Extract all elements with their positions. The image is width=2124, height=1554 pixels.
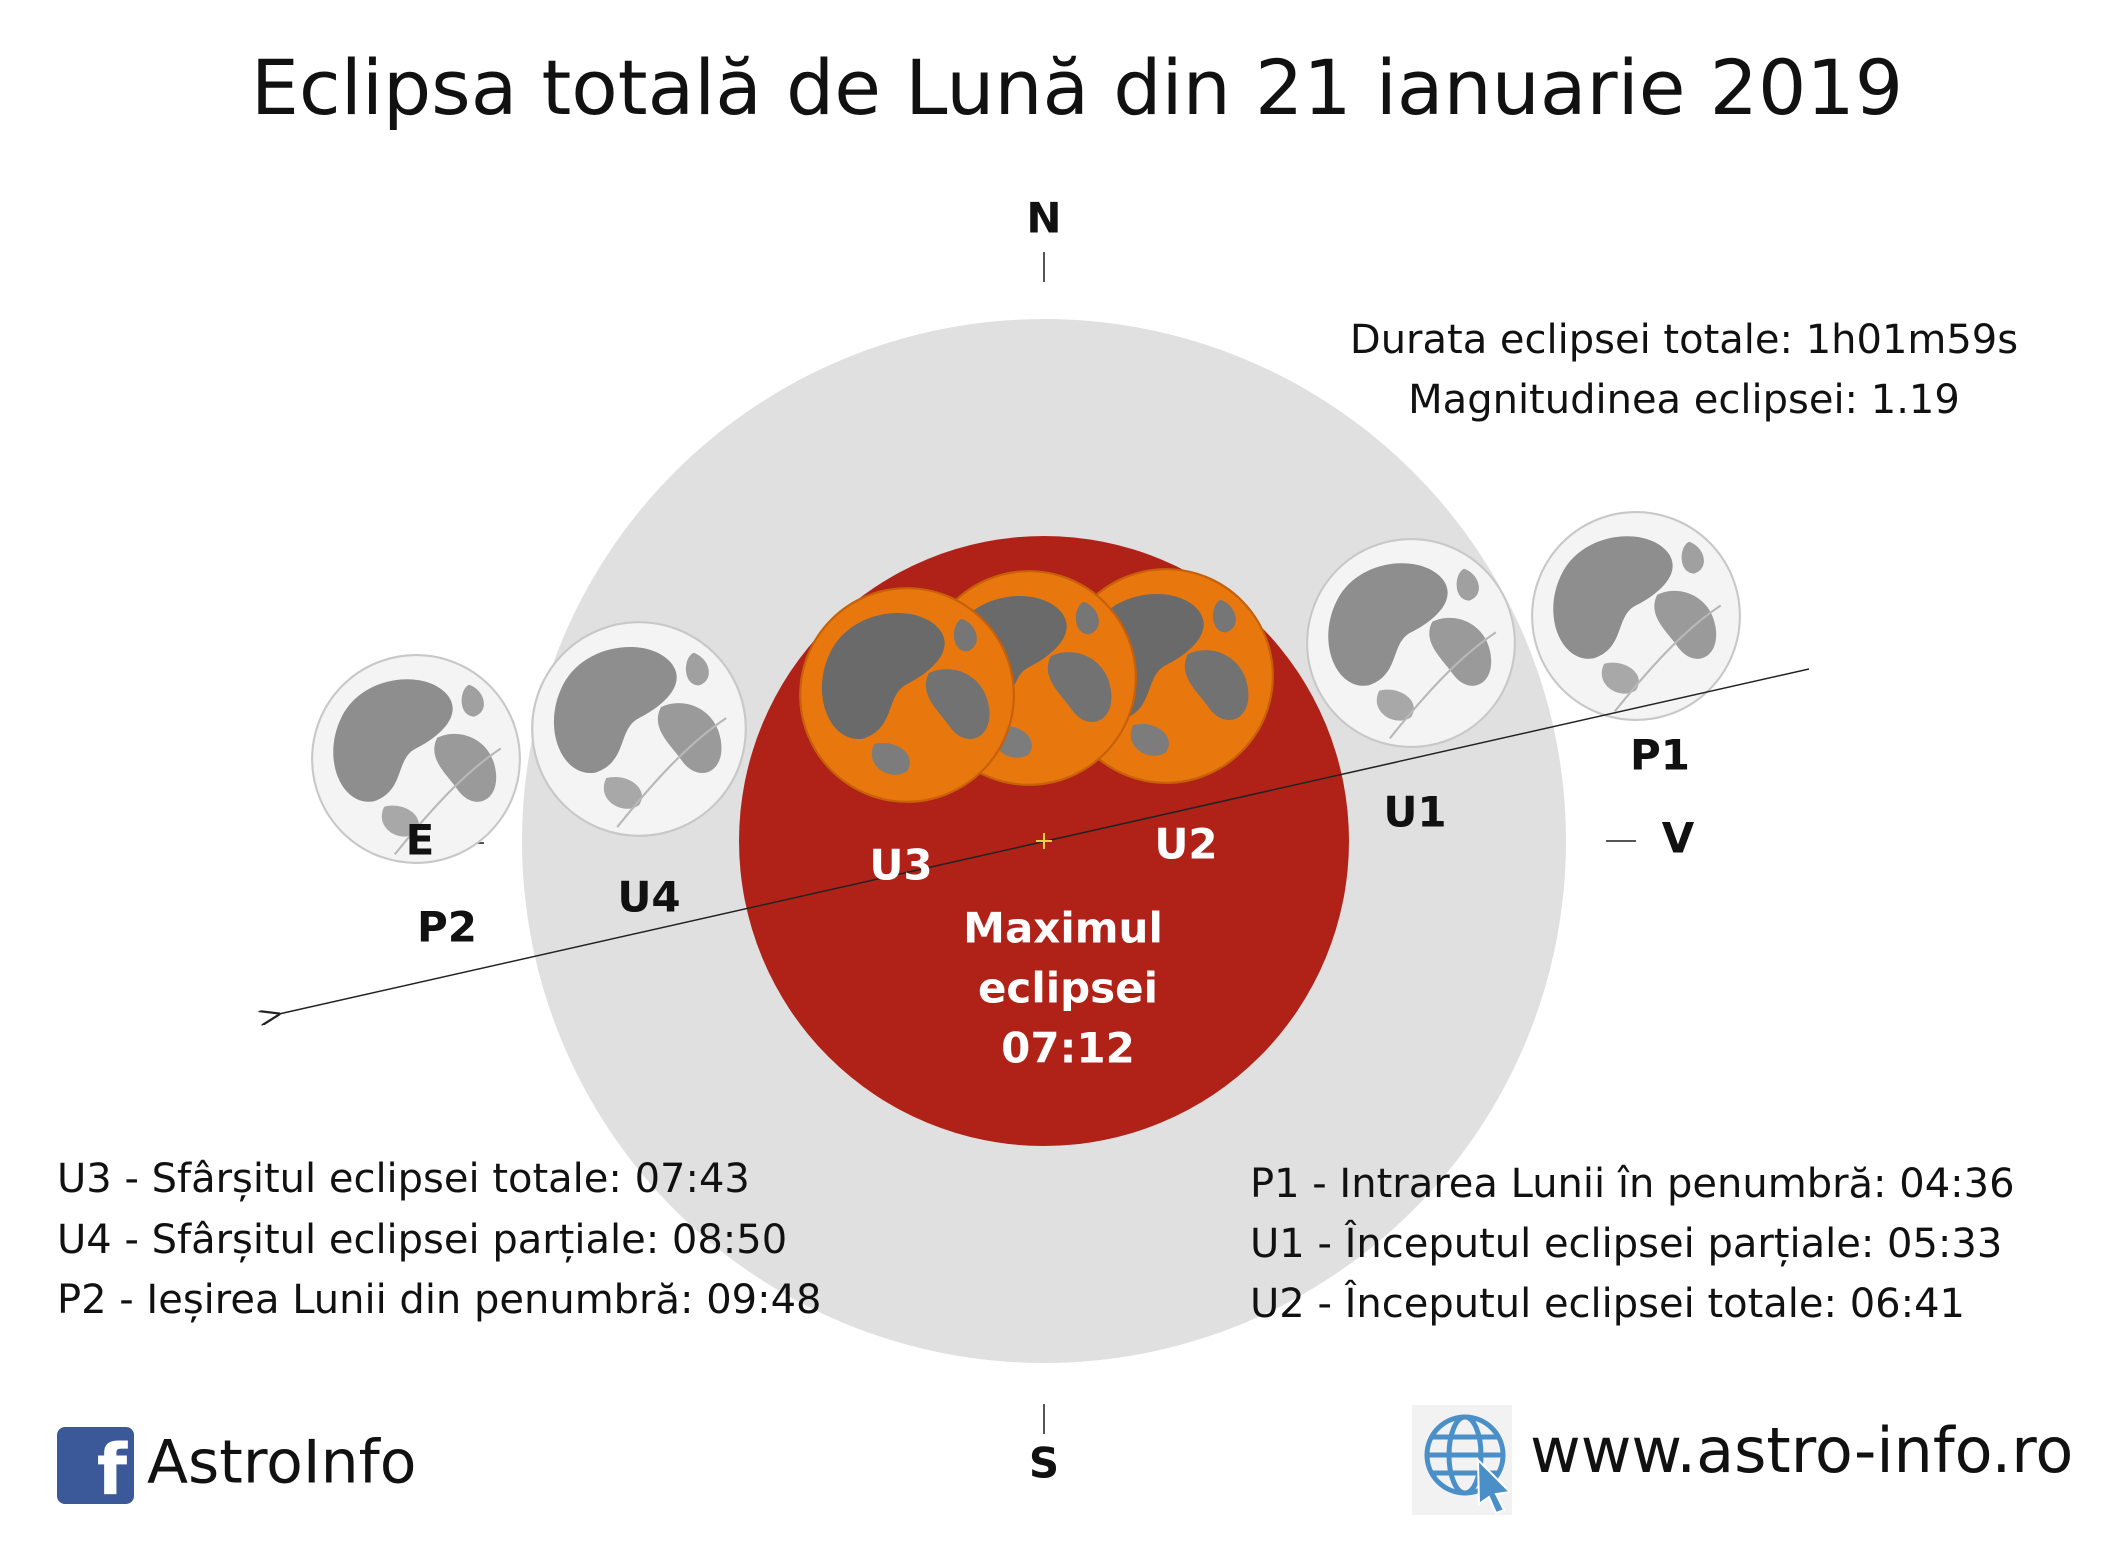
phase-label: U4: [617, 873, 680, 922]
cursor-icon: [1476, 1457, 1513, 1515]
phase-label: U1: [1383, 788, 1446, 837]
center-cross: [1036, 833, 1052, 849]
phase-label: P2: [417, 903, 477, 952]
maximum-text: Maximul: [963, 904, 1163, 953]
facebook-icon[interactable]: [57, 1427, 134, 1504]
east-label: E: [406, 816, 435, 865]
maximum-text: eclipsei: [978, 964, 1158, 1013]
phase-label: U2: [1154, 820, 1217, 869]
brand[interactable]: AstroInfo: [147, 1428, 416, 1498]
moon-u4: [531, 621, 747, 837]
south-label: S: [1029, 1439, 1059, 1488]
maximum-time: 07:12: [1001, 1024, 1135, 1073]
legend-item: P1 - Intrarea Lunii în penumbră: 04:36: [1250, 1161, 2015, 1207]
moon-p1: [1531, 511, 1741, 721]
legend-item: U1 - Începutul eclipsei parțiale: 05:33: [1250, 1219, 2002, 1267]
north-label: N: [1026, 194, 1061, 243]
legend-item: U4 - Sfârșitul eclipsei parțiale: 08:50: [57, 1217, 787, 1263]
moon-u3: [799, 587, 1015, 803]
legend-item: U3 - Sfârșitul eclipsei totale: 07:43: [57, 1156, 750, 1202]
legend-item: P2 - Ieșirea Lunii din penumbră: 09:48: [57, 1277, 821, 1323]
facebook-letter: f: [97, 1429, 129, 1511]
stat: Durata eclipsei totale: 1h01m59s: [1350, 317, 2018, 363]
phase-label: P1: [1630, 731, 1690, 780]
globe-icon[interactable]: [1424, 1414, 1506, 1496]
moon-u1: [1306, 538, 1516, 748]
stat: Magnitudinea eclipsei: 1.19: [1408, 377, 1960, 423]
website[interactable]: www.astro-info.ro: [1530, 1414, 2073, 1487]
west-label: V: [1662, 814, 1695, 863]
phase-label: U3: [869, 841, 932, 890]
title: Eclipsa totală de Lună din 21 ianuarie 2…: [251, 43, 1903, 132]
legend-item: U2 - Începutul eclipsei totale: 06:41: [1250, 1279, 1965, 1327]
